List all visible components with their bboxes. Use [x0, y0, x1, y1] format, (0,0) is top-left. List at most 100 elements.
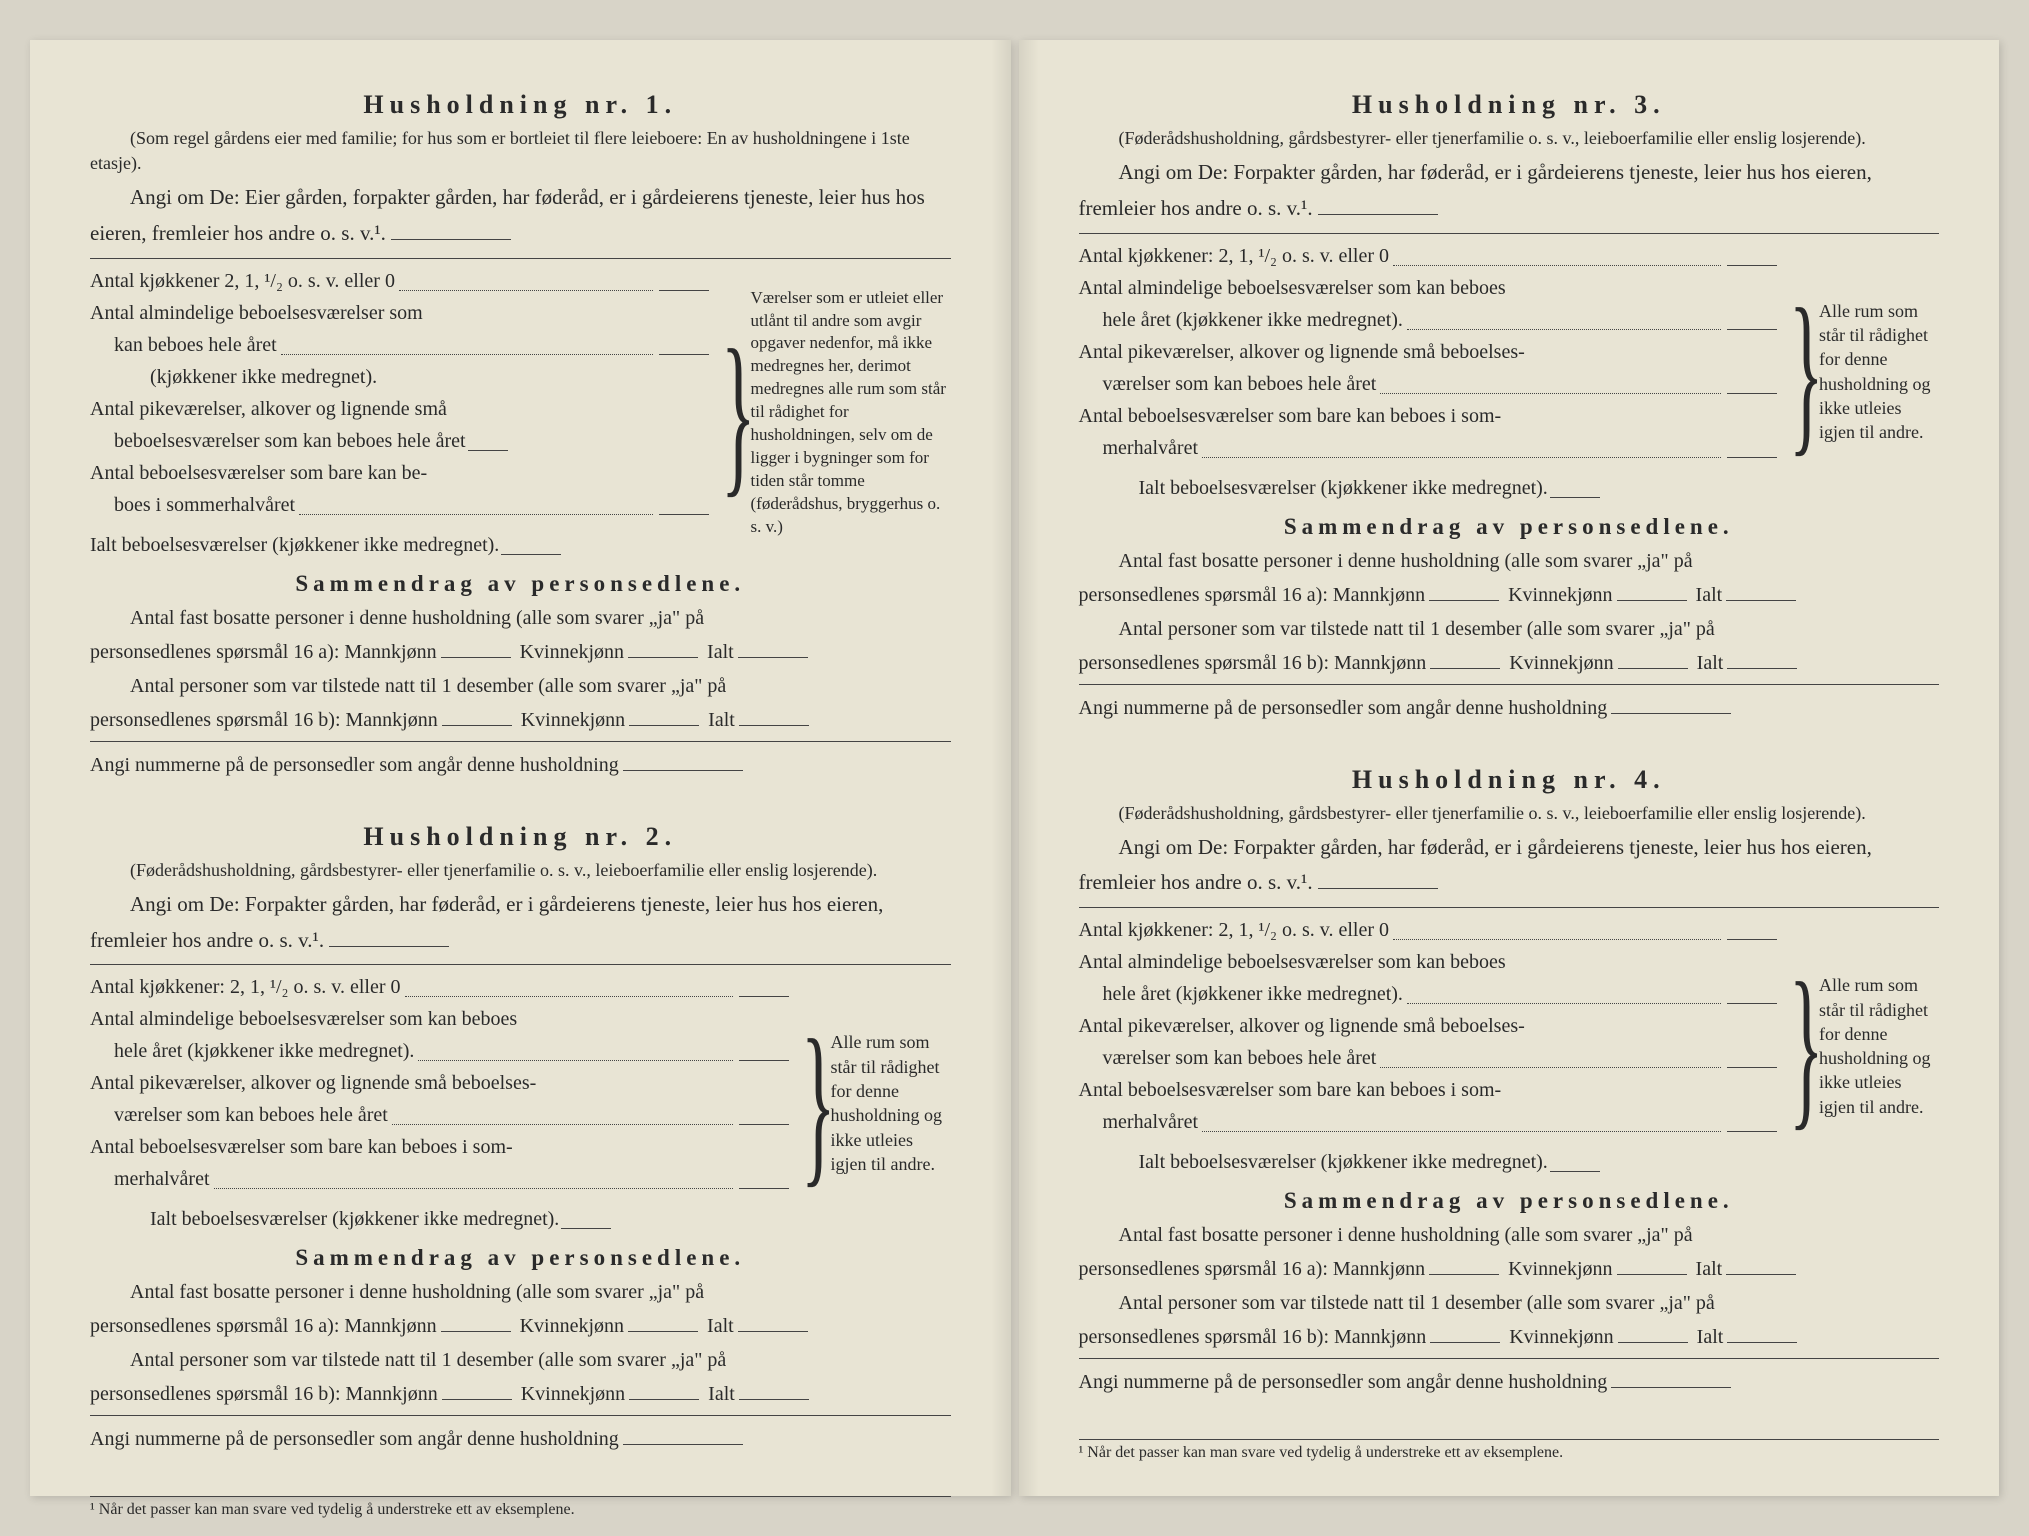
hh1-sum-l1: Antal fast bosatte personer i denne hush…	[90, 601, 951, 635]
household-2: Husholdning nr. 2. (Føderådshusholdning,…	[90, 822, 951, 1457]
hh2-female-16a[interactable]	[628, 1331, 698, 1332]
hh1-summer-field[interactable]	[659, 514, 709, 515]
hh3-female-16b[interactable]	[1618, 668, 1688, 669]
hh3-maidrooms-l1: Antal pikeværelser, alkover og lignende …	[1079, 336, 1525, 368]
hh2-male-16b[interactable]	[442, 1399, 512, 1400]
hh1-ordrooms-l2: kan beboes hele året	[90, 329, 277, 361]
footnote-left: ¹ Når det passer kan man svare ved tydel…	[90, 1496, 951, 1519]
hh3-male-16a[interactable]	[1429, 600, 1499, 601]
hh1-angi: Angi om De: Eier gården, forpakter gårde…	[90, 180, 951, 251]
hh3-angi-field[interactable]	[1318, 214, 1438, 215]
hh1-summer-l1: Antal beboelsesværelser som bare kan be-	[90, 457, 427, 489]
hh2-sum-l4: personsedlenes spørsmål 16 b): Mannkjønn…	[90, 1377, 951, 1411]
hh4-angi-field[interactable]	[1318, 888, 1438, 889]
hh4-ordrooms-field[interactable]	[1727, 1003, 1777, 1004]
hh1-maidrooms-l2: beboelsesværelser som kan beboes hele år…	[90, 425, 466, 457]
brace-icon: }	[1789, 291, 1801, 453]
hh2-summer-field[interactable]	[739, 1188, 789, 1189]
hh4-summer-l1: Antal beboelsesværelser som bare kan beb…	[1079, 1074, 1502, 1106]
hh3-sum-l3: Antal personer som var tilstede natt til…	[1079, 612, 1940, 646]
hh4-sedler-field[interactable]	[1611, 1387, 1731, 1388]
hh3-kitchens-field[interactable]	[1727, 265, 1777, 266]
hh2-maidrooms-l1: Antal pikeværelser, alkover og lignende …	[90, 1067, 536, 1099]
hh1-kitchens-field[interactable]	[659, 290, 709, 291]
hh3-ordrooms-l2: hele året (kjøkkener ikke medregnet).	[1079, 304, 1403, 336]
hh3-ordrooms-l1: Antal almindelige beboelsesværelser som …	[1079, 272, 1506, 304]
hh2-total-16a[interactable]	[738, 1331, 808, 1332]
hh3-total-16b[interactable]	[1727, 668, 1797, 669]
hh4-summary-title: Sammendrag av personsedlene.	[1079, 1188, 1940, 1214]
left-page: Husholdning nr. 1. (Som regel gårdens ei…	[30, 40, 1011, 1496]
footnote-right: ¹ Når det passer kan man svare ved tydel…	[1079, 1439, 1940, 1462]
hh1-female-16b[interactable]	[629, 725, 699, 726]
brace-icon: }	[1789, 965, 1801, 1127]
hh2-angi-field[interactable]	[329, 946, 449, 947]
hh3-maidrooms-field[interactable]	[1727, 393, 1777, 394]
hh2-sum-l3: Antal personer som var tilstede natt til…	[90, 1343, 951, 1377]
hh1-total-16a[interactable]	[738, 657, 808, 658]
hh4-subtitle: (Føderådshusholdning, gårdsbestyrer- ell…	[1079, 801, 1940, 826]
hh2-sum-l1: Antal fast bosatte personer i denne hush…	[90, 1275, 951, 1309]
hh3-title: Husholdning nr. 3.	[1079, 90, 1940, 120]
hh4-total-16b[interactable]	[1727, 1342, 1797, 1343]
hh1-female-16a[interactable]	[628, 657, 698, 658]
hh2-kitchens-field[interactable]	[739, 996, 789, 997]
hh3-male-16b[interactable]	[1430, 668, 1500, 669]
hh1-angi-text: Angi om De: Eier gården, forpakter gårde…	[90, 185, 925, 245]
hh3-summary-title: Sammendrag av personsedlene.	[1079, 514, 1940, 540]
hh1-title: Husholdning nr. 1.	[90, 90, 951, 120]
hh1-total-field[interactable]	[501, 554, 561, 555]
hh4-summer-l2: merhalvåret	[1079, 1106, 1199, 1138]
hh3-female-16a[interactable]	[1617, 600, 1687, 601]
hh1-ordrooms-l1: Antal almindelige beboelsesværelser som	[90, 297, 423, 329]
hh1-total-16b[interactable]	[739, 725, 809, 726]
hh2-title: Husholdning nr. 2.	[90, 822, 951, 852]
hh1-maidrooms-l1: Antal pikeværelser, alkover og lignende …	[90, 393, 447, 425]
hh2-total-field[interactable]	[561, 1228, 611, 1229]
hh3-subtitle: (Føderådshusholdning, gårdsbestyrer- ell…	[1079, 126, 1940, 151]
hh1-angi-field[interactable]	[391, 239, 511, 240]
hh4-sum-l2: personsedlenes spørsmål 16 a): Mannkjønn…	[1079, 1252, 1940, 1286]
hh3-summer-l1: Antal beboelsesværelser som bare kan beb…	[1079, 400, 1502, 432]
hh4-maidrooms-l1: Antal pikeværelser, alkover og lignende …	[1079, 1010, 1525, 1042]
hh4-total-16a[interactable]	[1726, 1274, 1796, 1275]
hh4-ordrooms-l1: Antal almindelige beboelsesværelser som …	[1079, 946, 1506, 978]
hh1-male-16a[interactable]	[441, 657, 511, 658]
hh3-total-field[interactable]	[1550, 497, 1600, 498]
hh4-male-16a[interactable]	[1429, 1274, 1499, 1275]
hh4-kitchens-field[interactable]	[1727, 939, 1777, 940]
hh1-brace-note: Værelser som er utleiet eller utlånt til…	[751, 287, 951, 539]
hh4-ordrooms-l2: hele året (kjøkkener ikke medregnet).	[1079, 978, 1403, 1010]
hh1-summer-l2: boes i sommerhalvåret	[90, 489, 295, 521]
hh2-summer-l1: Antal beboelsesværelser som bare kan beb…	[90, 1131, 513, 1163]
hh4-angi: Angi om De: Forpakter gården, har føderå…	[1079, 830, 1940, 901]
hh3-ordrooms-field[interactable]	[1727, 329, 1777, 330]
hh3-total-16a[interactable]	[1726, 600, 1796, 601]
hh4-summer-field[interactable]	[1727, 1131, 1777, 1132]
hh2-angi: Angi om De: Forpakter gården, har føderå…	[90, 887, 951, 958]
hh4-female-16b[interactable]	[1618, 1342, 1688, 1343]
hh1-ordrooms-field[interactable]	[659, 354, 709, 355]
hh2-maidrooms-field[interactable]	[739, 1124, 789, 1125]
hh2-ordrooms-l1: Antal almindelige beboelsesværelser som …	[90, 1003, 517, 1035]
hh2-ordrooms-field[interactable]	[739, 1060, 789, 1061]
hh2-summer-l2: merhalvåret	[90, 1163, 210, 1195]
hh1-sedler-field[interactable]	[623, 770, 743, 771]
hh1-maidrooms-field[interactable]	[468, 450, 508, 451]
hh4-brace-note: Alle rum som står til rådighet for denne…	[1819, 973, 1939, 1119]
hh4-female-16a[interactable]	[1617, 1274, 1687, 1275]
hh1-sum-l3: Antal personer som var tilstede natt til…	[90, 669, 951, 703]
hh1-male-16b[interactable]	[442, 725, 512, 726]
hh4-male-16b[interactable]	[1430, 1342, 1500, 1343]
hh2-female-16b[interactable]	[629, 1399, 699, 1400]
hh3-angi: Angi om De: Forpakter gården, har føderå…	[1079, 155, 1940, 226]
hh4-total-field[interactable]	[1550, 1171, 1600, 1172]
hh2-sedler-field[interactable]	[623, 1444, 743, 1445]
hh3-sedler-field[interactable]	[1611, 713, 1731, 714]
hh1-total-label: Ialt beboelsesværelser (kjøkkener ikke m…	[90, 529, 499, 561]
hh3-summer-field[interactable]	[1727, 457, 1777, 458]
hh2-total-16b[interactable]	[739, 1399, 809, 1400]
hh4-sum-l4: personsedlenes spørsmål 16 b): Mannkjønn…	[1079, 1320, 1940, 1354]
hh2-male-16a[interactable]	[441, 1331, 511, 1332]
hh4-maidrooms-field[interactable]	[1727, 1067, 1777, 1068]
